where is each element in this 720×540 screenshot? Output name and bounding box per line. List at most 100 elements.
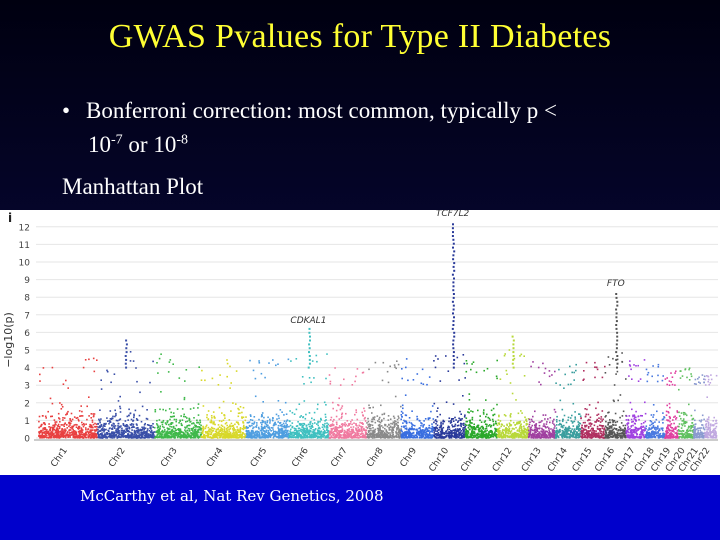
data-point <box>419 434 421 437</box>
data-point <box>470 422 472 424</box>
data-point <box>464 427 466 429</box>
data-point <box>88 434 91 436</box>
data-point <box>409 434 412 436</box>
data-point <box>173 415 175 418</box>
data-point <box>522 433 524 435</box>
data-point <box>571 436 574 438</box>
data-point <box>359 421 361 424</box>
data-point <box>275 413 278 416</box>
data-point <box>199 434 202 436</box>
data-point <box>215 436 218 438</box>
data-point <box>533 428 536 431</box>
data-point <box>268 427 271 429</box>
data-point <box>191 429 193 431</box>
data-point <box>51 433 53 436</box>
data-point <box>424 429 426 432</box>
data-point <box>176 432 178 435</box>
data-point <box>340 429 342 432</box>
data-point <box>505 427 507 429</box>
data-point <box>167 431 170 434</box>
data-point <box>200 429 202 431</box>
data-point <box>264 432 266 435</box>
data-point <box>125 431 127 433</box>
data-point <box>387 437 389 439</box>
data-point <box>432 418 435 420</box>
data-point <box>456 436 458 439</box>
data-point <box>545 434 548 436</box>
data-point <box>57 429 59 432</box>
data-point <box>421 436 423 438</box>
data-point <box>316 360 318 363</box>
data-point <box>255 437 258 439</box>
data-point <box>485 433 488 435</box>
data-point <box>42 422 45 424</box>
data-point <box>573 428 576 430</box>
data-point <box>269 418 271 421</box>
data-point <box>313 418 315 421</box>
data-point <box>514 432 516 435</box>
data-point <box>397 363 400 366</box>
data-point <box>368 407 371 409</box>
data-point <box>188 417 190 420</box>
data-point <box>48 433 50 435</box>
data-point <box>293 427 296 430</box>
data-point <box>402 422 404 424</box>
data-point <box>62 431 64 434</box>
data-point <box>186 431 189 434</box>
data-point <box>399 431 402 434</box>
data-point <box>327 434 329 437</box>
data-point <box>131 437 133 439</box>
data-point <box>345 423 347 426</box>
data-point <box>206 430 209 433</box>
data-point <box>183 436 185 438</box>
data-point <box>484 428 487 430</box>
data-point <box>448 417 451 419</box>
data-point <box>306 436 308 438</box>
y-axis-label: −log10(p) <box>2 312 15 368</box>
data-point <box>314 422 316 424</box>
data-point <box>111 431 113 434</box>
data-point <box>58 426 61 428</box>
data-point <box>559 423 562 426</box>
data-point <box>304 432 307 434</box>
data-point <box>476 433 478 436</box>
data-point <box>369 407 371 409</box>
data-point <box>555 430 557 432</box>
data-point <box>95 423 98 425</box>
data-point <box>268 431 270 434</box>
data-point <box>432 428 435 430</box>
data-point <box>367 431 370 434</box>
data-point <box>145 417 148 420</box>
data-point <box>473 436 476 438</box>
data-point <box>58 437 61 439</box>
data-point <box>563 435 566 437</box>
data-point <box>152 426 154 428</box>
data-point <box>328 425 331 427</box>
data-point <box>293 413 296 415</box>
y-tick-label: 2 <box>24 399 30 409</box>
data-point <box>503 414 506 416</box>
data-point <box>146 434 148 437</box>
data-point <box>538 421 540 424</box>
data-point <box>396 429 398 431</box>
data-point <box>417 432 419 435</box>
data-point <box>48 423 50 425</box>
data-point <box>393 364 396 366</box>
data-point <box>298 434 300 436</box>
data-point <box>253 416 256 418</box>
data-point <box>405 433 407 435</box>
data-point <box>446 428 449 431</box>
data-point <box>268 426 270 428</box>
data-point <box>121 434 123 437</box>
data-point <box>550 428 552 430</box>
data-point <box>422 433 425 435</box>
data-point <box>295 432 297 435</box>
data-point <box>117 425 119 427</box>
data-point <box>265 431 267 433</box>
data-point <box>279 432 282 434</box>
data-point <box>514 424 516 426</box>
data-point <box>280 430 283 432</box>
data-point <box>422 431 425 433</box>
data-point <box>164 429 166 431</box>
data-point <box>362 371 365 374</box>
